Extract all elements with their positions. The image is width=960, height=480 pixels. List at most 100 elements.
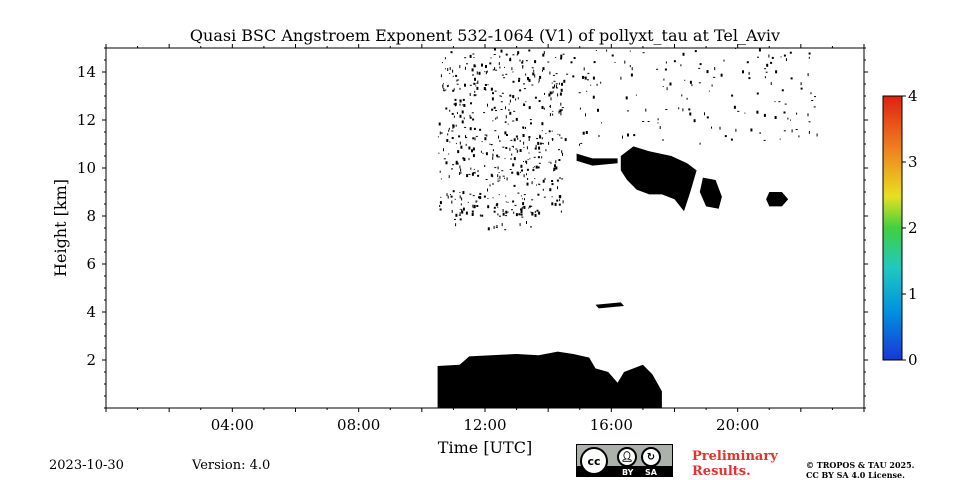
noise-pixel (449, 73, 451, 74)
noise-pixel (523, 161, 524, 162)
noise-pixel (633, 134, 636, 137)
noise-pixel (448, 127, 450, 130)
noise-pixel (511, 153, 513, 156)
noise-pixel (522, 65, 524, 68)
noise-pixel (666, 87, 668, 91)
noise-pixel (583, 67, 585, 71)
noise-pixel (513, 211, 515, 214)
noise-pixel (559, 109, 562, 113)
region-cirrus-main (620, 146, 697, 212)
noise-pixel (518, 79, 520, 82)
noise-pixel (461, 110, 464, 114)
noise-pixel (708, 90, 710, 92)
noise-pixel (497, 178, 499, 180)
noise-pixel (626, 110, 629, 112)
noise-pixel (512, 80, 515, 83)
noise-pixel (539, 142, 542, 145)
noise-pixel (529, 158, 531, 160)
noise-pixel (688, 108, 691, 111)
noise-pixel (472, 195, 475, 197)
noise-pixel (542, 69, 543, 72)
noise-pixel (748, 77, 751, 80)
noise-pixel (512, 145, 514, 148)
noise-pixel (756, 92, 759, 95)
noise-pixel (516, 54, 518, 56)
noise-pixel (513, 110, 516, 112)
noise-pixel (539, 184, 541, 186)
noise-pixel (508, 103, 510, 105)
noise-pixel (550, 97, 552, 101)
noise-pixel (553, 167, 556, 171)
noise-pixel (512, 200, 515, 203)
noise-pixel (682, 52, 685, 56)
noise-pixel (457, 150, 460, 154)
noise-pixel (499, 140, 501, 143)
noise-pixel (597, 108, 599, 112)
noise-pixel (778, 101, 781, 103)
noise-pixel (560, 88, 563, 92)
noise-pixel (645, 108, 647, 112)
noise-pixel (443, 158, 446, 160)
noise-pixel (763, 139, 766, 141)
noise-pixel (538, 78, 540, 82)
noise-pixel (521, 208, 523, 211)
noise-pixel (586, 90, 588, 92)
noise-pixel (527, 178, 529, 180)
noise-pixel (471, 213, 474, 216)
noise-pixel (472, 154, 475, 158)
noise-pixel (531, 67, 534, 69)
y-tick-label: 6 (86, 255, 96, 273)
noise-pixel (473, 172, 474, 175)
noise-pixel (538, 151, 541, 153)
noise-pixel (497, 174, 499, 178)
noise-pixel (541, 142, 543, 144)
noise-pixel (440, 196, 442, 198)
noise-pixel (689, 112, 692, 116)
noise-pixel (656, 68, 659, 70)
plot-area (437, 48, 818, 408)
noise-pixel (600, 81, 602, 84)
noise-pixel (555, 166, 558, 170)
noise-pixel (447, 84, 449, 87)
noise-pixel (698, 82, 701, 84)
y-tick-label: 14 (77, 63, 96, 81)
noise-pixel (673, 60, 676, 63)
noise-pixel (808, 56, 810, 59)
noise-pixel (482, 152, 484, 154)
noise-pixel (456, 83, 459, 85)
noise-pixel (502, 175, 505, 177)
noise-pixel (552, 74, 555, 76)
noise-pixel (552, 113, 554, 116)
noise-pixel (522, 134, 525, 137)
noise-pixel (472, 147, 475, 151)
noise-pixel (460, 145, 463, 149)
noise-pixel (462, 191, 465, 195)
noise-pixel (545, 132, 547, 134)
noise-pixel (504, 229, 507, 231)
noise-pixel (523, 83, 525, 85)
noise-pixel (523, 127, 525, 129)
noise-pixel (472, 118, 475, 121)
noise-pixel (552, 86, 555, 89)
noise-pixel (468, 146, 471, 150)
noise-pixel (523, 88, 526, 90)
noise-pixel (537, 166, 540, 169)
noise-pixel (450, 51, 453, 54)
noise-pixel (561, 107, 564, 109)
noise-pixel (485, 152, 488, 156)
cc-license-badge[interactable]: cc 👤︎ ↻ BY SA (576, 444, 673, 477)
preliminary-line-2: Results. (692, 464, 751, 479)
noise-pixel (497, 156, 500, 158)
noise-pixel (684, 79, 686, 81)
noise-pixel (455, 74, 458, 77)
noise-pixel (523, 174, 525, 178)
noise-pixel (686, 97, 688, 100)
noise-pixel (490, 87, 493, 91)
noise-pixel (451, 130, 454, 132)
noise-pixel (517, 150, 519, 152)
noise-pixel (678, 107, 680, 110)
noise-pixel (744, 112, 746, 114)
noise-pixel (507, 123, 509, 125)
noise-pixel (530, 122, 532, 125)
noise-pixel (515, 98, 517, 101)
